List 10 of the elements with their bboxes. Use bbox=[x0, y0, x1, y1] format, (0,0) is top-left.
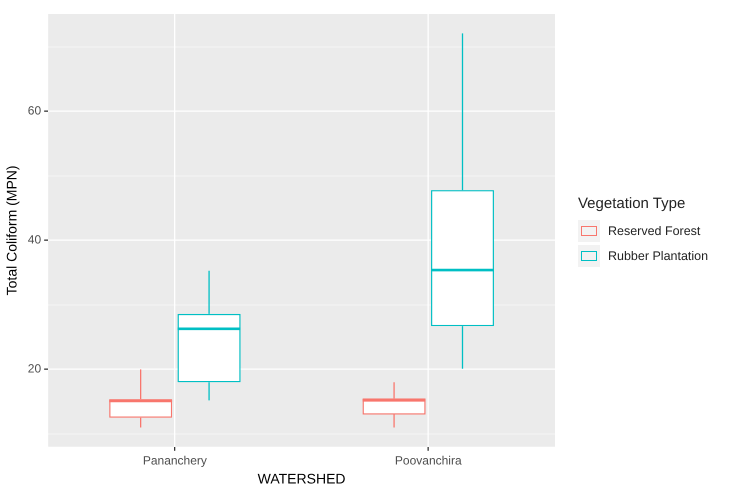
legend-title: Vegetation Type bbox=[578, 195, 686, 212]
y-tick-label: 20 bbox=[28, 362, 42, 376]
y-tick-label: 40 bbox=[28, 232, 42, 247]
x-axis-title: WATERSHED bbox=[258, 470, 346, 486]
x-tick-label: Pananchery bbox=[142, 453, 207, 468]
y-tick-label: 60 bbox=[28, 104, 42, 118]
y-axis-title: Total Coliform (MPN) bbox=[3, 165, 20, 296]
x-tick-label: Poovanchira bbox=[394, 453, 462, 468]
legend-label: Reserved Forest bbox=[608, 224, 700, 238]
legend-label: Rubber Plantation bbox=[608, 248, 708, 262]
